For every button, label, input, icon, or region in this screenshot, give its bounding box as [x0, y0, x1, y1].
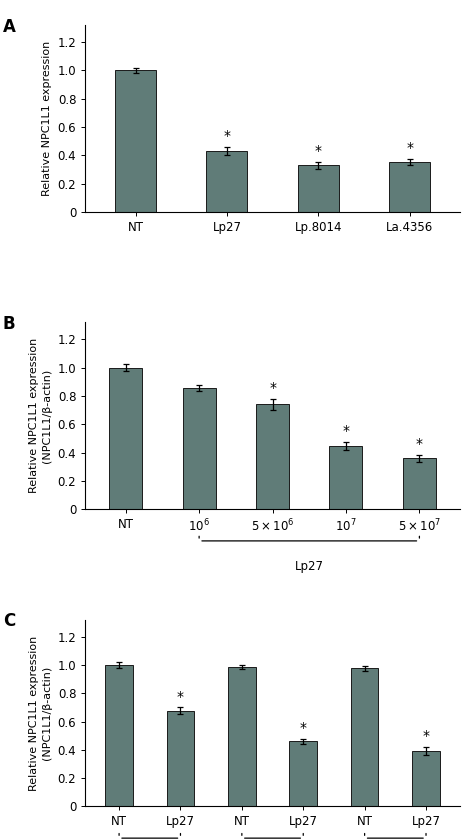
Bar	[105, 665, 133, 806]
Bar	[115, 71, 156, 212]
Bar	[403, 459, 436, 509]
Text: *: *	[416, 437, 423, 451]
Bar	[256, 405, 289, 509]
Bar	[206, 151, 247, 212]
Bar	[182, 388, 216, 509]
Text: B: B	[3, 315, 16, 333]
Text: *: *	[406, 141, 413, 155]
Bar	[389, 162, 430, 212]
Text: *: *	[269, 381, 276, 396]
Text: *: *	[300, 721, 307, 735]
Text: *: *	[343, 424, 349, 438]
Text: *: *	[177, 690, 184, 704]
Text: *: *	[223, 129, 230, 144]
Text: C: C	[3, 612, 15, 630]
Bar	[290, 742, 317, 806]
Bar	[351, 669, 378, 806]
Y-axis label: Relative NPC1L1 expression: Relative NPC1L1 expression	[42, 41, 52, 197]
Text: Lp27: Lp27	[295, 559, 324, 573]
Text: A: A	[3, 18, 16, 36]
Bar	[109, 368, 142, 509]
Text: *: *	[315, 144, 322, 158]
Y-axis label: Relative NPC1L1 expression
(NPC1L1/β-actin): Relative NPC1L1 expression (NPC1L1/β-act…	[29, 339, 52, 493]
Y-axis label: Relative NPC1L1 expression
(NPC1L1/β-actin): Relative NPC1L1 expression (NPC1L1/β-act…	[29, 635, 52, 790]
Bar	[167, 711, 194, 806]
Bar	[412, 751, 440, 806]
Text: *: *	[422, 729, 429, 743]
Bar	[329, 446, 363, 509]
Bar	[228, 667, 255, 806]
Bar	[298, 165, 339, 212]
